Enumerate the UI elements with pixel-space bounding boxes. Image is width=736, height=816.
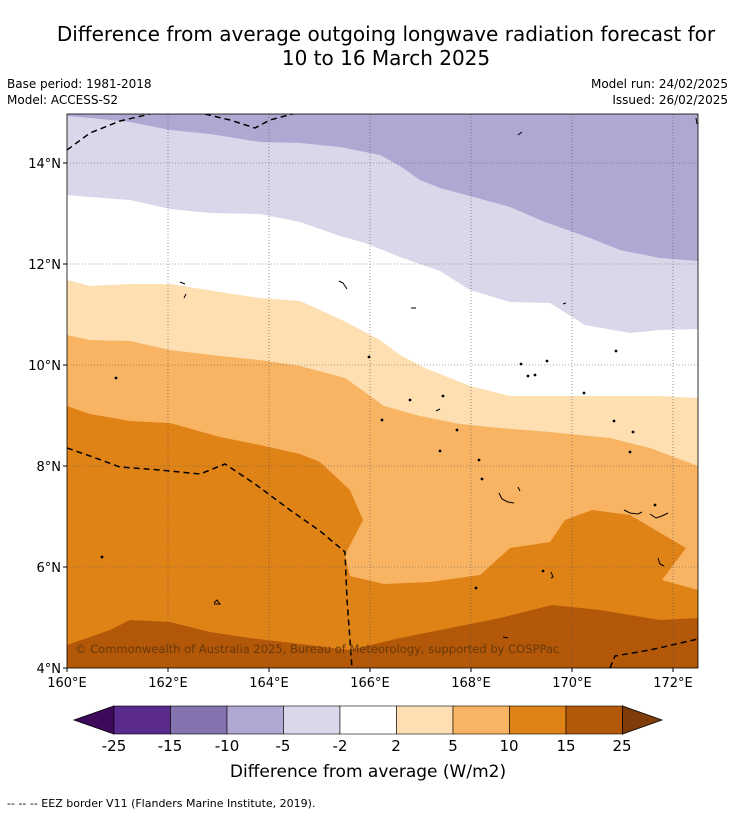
colorbar-swatch-5 bbox=[339, 705, 397, 735]
colorbar bbox=[72, 705, 664, 735]
colorbar-swatch-8 bbox=[509, 705, 567, 735]
lon-tick-160: 160°E bbox=[47, 676, 87, 691]
gridlines bbox=[67, 114, 698, 668]
lat-tick-10: 10°N bbox=[28, 359, 61, 374]
colorbar-extend-high bbox=[622, 705, 664, 735]
model-name: Model: ACCESS-S2 bbox=[7, 93, 119, 107]
colorbar-label-neg25: -25 bbox=[101, 737, 127, 755]
colorbar-label-25: 25 bbox=[612, 737, 632, 755]
colorbar-label-neg15: -15 bbox=[157, 737, 183, 755]
lat-tick-12: 12°N bbox=[28, 258, 61, 273]
lon-tick-162: 162°E bbox=[148, 676, 188, 691]
lat-tick-4: 4°N bbox=[37, 662, 62, 677]
base-period: Base period: 1981-2018 bbox=[7, 77, 152, 91]
colorbar-extend-low bbox=[72, 705, 115, 735]
lon-tick-166: 166°E bbox=[350, 676, 390, 691]
islands bbox=[100, 117, 698, 639]
colorbar-label-2: 2 bbox=[391, 737, 401, 755]
lon-tick-164: 164°E bbox=[249, 676, 289, 691]
lat-tick-8: 8°N bbox=[37, 460, 62, 475]
colorbar-swatch-4 bbox=[283, 705, 341, 735]
issued-date: Issued: 26/02/2025 bbox=[612, 93, 728, 107]
lat-tick-6: 6°N bbox=[37, 561, 62, 576]
colorbar-label-15: 15 bbox=[556, 737, 576, 755]
colorbar-swatch-1 bbox=[113, 705, 171, 735]
model-run: Model run: 24/02/2025 bbox=[590, 77, 728, 91]
band-neg-5-10 bbox=[67, 114, 698, 261]
colorbar-label-neg5: -5 bbox=[275, 737, 291, 755]
copyright-notice: © Commonwealth of Australia 2025, Bureau… bbox=[75, 642, 559, 656]
colorbar-label-neg2: -2 bbox=[332, 737, 348, 755]
colorbar-swatch-7 bbox=[452, 705, 510, 735]
lon-tick-168: 168°E bbox=[451, 676, 491, 691]
colorbar-label-5: 5 bbox=[448, 737, 458, 755]
colorbar-swatch-9 bbox=[565, 705, 623, 735]
lon-axis: 160°E 162°E 164°E 166°E 168°E 170°E 172°… bbox=[47, 668, 693, 691]
title-line-1: Difference from average outgoing longwav… bbox=[56, 22, 716, 46]
lat-tick-14: 14°N bbox=[28, 157, 61, 172]
colorbar-swatch-2 bbox=[170, 705, 228, 735]
map-area: © Commonwealth of Australia 2025, Bureau… bbox=[67, 114, 698, 668]
meta-right: Model run: 24/02/2025 Issued: 26/02/2025 bbox=[591, 76, 728, 108]
colorbar-label-10: 10 bbox=[499, 737, 519, 755]
colorbar-swatch-6 bbox=[396, 705, 454, 735]
eez-footnote: -- -- -- EEZ border V11 (Flanders Marine… bbox=[7, 797, 316, 810]
lon-tick-172: 172°E bbox=[653, 676, 693, 691]
lon-tick-170: 170°E bbox=[552, 676, 592, 691]
colorbar-swatch-3 bbox=[226, 705, 284, 735]
eez-borders bbox=[67, 114, 698, 668]
map-frame bbox=[66, 113, 699, 669]
chart-title: Difference from average outgoing longwav… bbox=[0, 22, 736, 70]
title-line-2: 10 to 16 March 2025 bbox=[281, 46, 491, 70]
colorbar-title: Difference from average (W/m2) bbox=[229, 762, 507, 782]
meta-left: Base period: 1981-2018 Model: ACCESS-S2 bbox=[7, 76, 152, 108]
lat-axis: 14°N 12°N 10°N 8°N 6°N 4°N bbox=[28, 157, 67, 677]
colorbar-label-neg10: -10 bbox=[214, 737, 240, 755]
